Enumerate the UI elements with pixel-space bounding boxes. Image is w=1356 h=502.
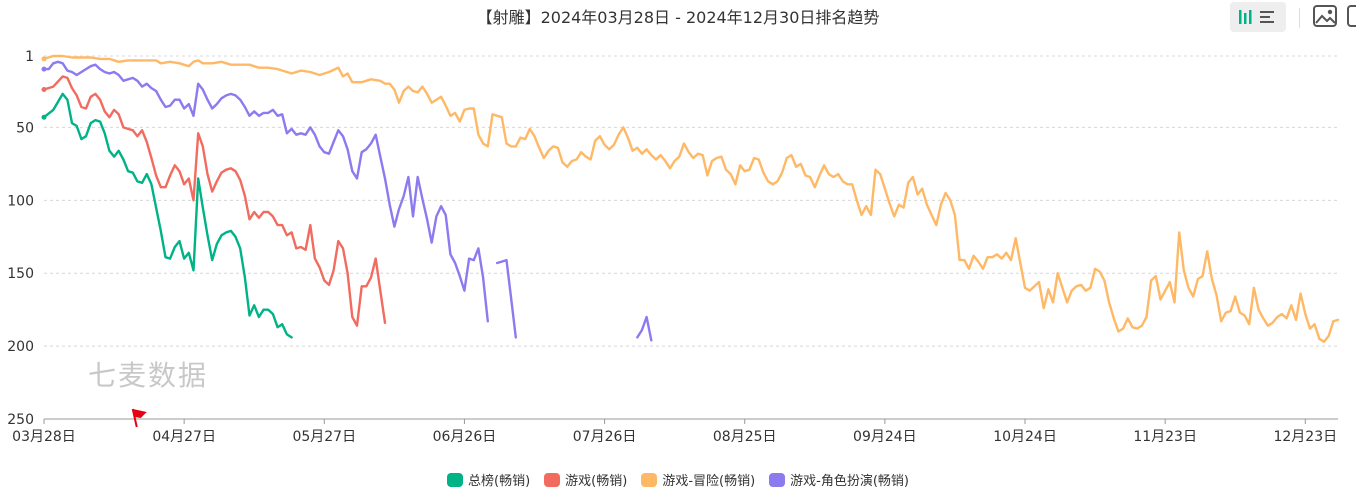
data-point[interactable] <box>41 114 47 120</box>
series-line[interactable] <box>42 54 1340 343</box>
chart-title: 【射雕】2024年03月28日 - 2024年12月30日排名趋势 <box>476 8 880 27</box>
legend-swatch <box>641 472 658 487</box>
x-axis: 03月28日 04月27日 05月27日 06月26日 07月26日 08月25日 09月2… <box>12 418 1338 445</box>
event-flag-icon[interactable] <box>131 408 147 428</box>
legend-item[interactable]: 游戏(畅销) <box>544 470 627 489</box>
save-image-icon[interactable] <box>1312 2 1338 32</box>
save-image-button[interactable] <box>1312 2 1338 32</box>
series-line[interactable] <box>42 60 489 323</box>
x-tick-label: 10月24日 <box>993 429 1057 445</box>
series-1 <box>41 75 387 327</box>
x-tick-label: 12月23日 <box>1273 429 1337 445</box>
bar-chart-icon[interactable] <box>1230 2 1286 32</box>
legend-label: 总榜(畅销) <box>468 474 531 489</box>
data-point[interactable] <box>41 87 47 93</box>
series-3 <box>41 60 653 342</box>
y-tick-label: 250 <box>7 412 34 428</box>
legend-item[interactable]: 游戏-冒险(畅销) <box>641 470 755 489</box>
series-line[interactable] <box>42 92 293 339</box>
legend-swatch <box>544 472 561 487</box>
series-2 <box>41 54 1340 343</box>
legend-item[interactable]: 游戏-角色扮演(畅销) <box>769 470 909 489</box>
y-tick-label: 150 <box>7 266 34 282</box>
series-0 <box>41 92 293 339</box>
series-lines <box>41 54 1340 343</box>
legend: 总榜(畅销) 游戏(畅销) 游戏-冒险(畅销) 游戏-角色扮演(畅销) <box>0 470 1356 489</box>
legend-label: 游戏-角色扮演(畅销) <box>790 474 909 489</box>
data-point[interactable] <box>41 66 47 72</box>
legend-label: 游戏-冒险(畅销) <box>662 474 756 489</box>
x-tick-label: 11月23日 <box>1133 429 1197 445</box>
series-line[interactable] <box>42 75 387 327</box>
legend-swatch <box>447 472 463 487</box>
more-icon[interactable] <box>1346 2 1356 32</box>
series-line[interactable] <box>636 315 653 342</box>
x-tick-label: 08月25日 <box>713 429 777 445</box>
legend-item[interactable]: 总榜(畅销) <box>447 470 530 489</box>
legend-label: 游戏(畅销) <box>565 474 628 489</box>
x-tick-label: 09月24日 <box>853 429 917 445</box>
x-tick-label: 07月26日 <box>573 429 637 445</box>
grid-lines <box>44 55 1338 347</box>
more-button[interactable] <box>1346 2 1356 32</box>
y-tick-label: 200 <box>7 339 34 355</box>
legend-swatch <box>769 472 786 487</box>
x-tick-label: 04月27日 <box>152 429 216 445</box>
chart-type-toggle[interactable] <box>1230 2 1286 32</box>
series-line[interactable] <box>495 258 517 339</box>
y-tick-label: 50 <box>16 120 34 136</box>
y-tick-label: 1 <box>25 49 34 65</box>
flag-shape <box>132 409 147 418</box>
x-tick-label: 06月26日 <box>433 429 497 445</box>
flag-pole <box>131 408 138 428</box>
watermark: 七麦数据 <box>88 359 209 392</box>
x-tick-label: 05月27日 <box>292 429 356 445</box>
y-tick-label: 100 <box>7 193 34 209</box>
x-tick-label: 03月28日 <box>12 429 76 445</box>
toolbar-divider <box>1299 8 1300 28</box>
data-point[interactable] <box>41 56 47 62</box>
